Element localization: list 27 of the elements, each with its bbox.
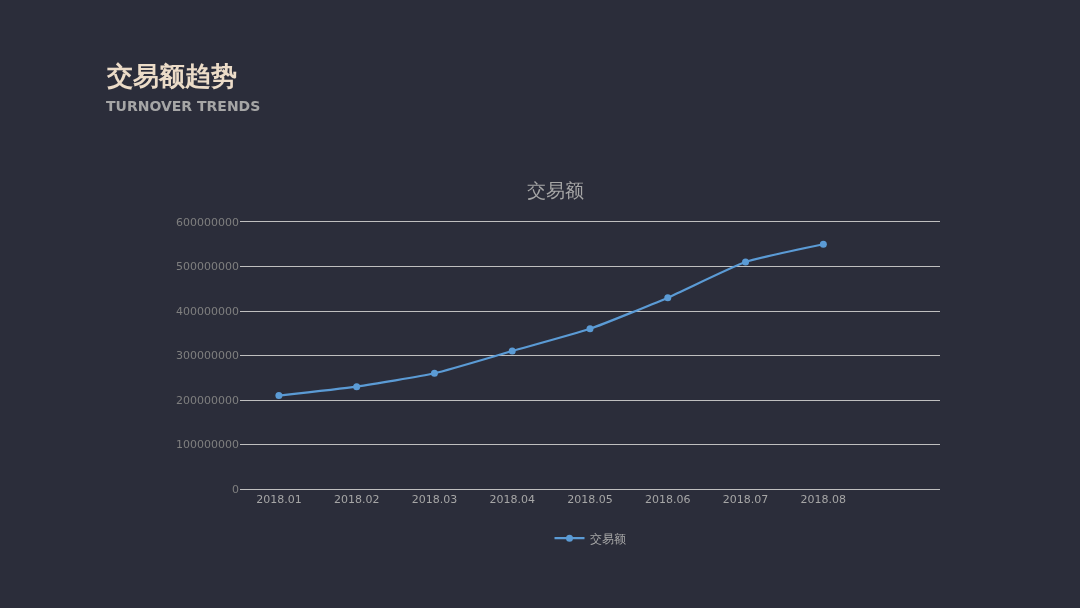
point — [742, 258, 750, 266]
point — [586, 325, 594, 333]
x-tick-label: 2018.03 — [411, 493, 458, 507]
x-tick-label: 2018.08 — [800, 493, 847, 507]
x-tick-label: 2018.02 — [333, 493, 380, 507]
point — [275, 392, 283, 400]
point — [353, 383, 361, 391]
y-tick-label: 500000000 — [176, 260, 239, 274]
point — [819, 240, 827, 248]
x-tick-label: 2018.05 — [567, 493, 613, 507]
point — [664, 294, 672, 302]
x-tick-label: 2018.01 — [256, 493, 302, 507]
y-tick-label: 400000000 — [176, 304, 239, 318]
legend-label: 交易额 — [589, 531, 626, 546]
y-tick-label: 600000000 — [176, 215, 239, 229]
y-tick-label: 0 — [232, 482, 239, 496]
point — [508, 347, 516, 355]
text: TURNOVER TRENDS — [106, 98, 261, 114]
y-tick-label: 300000000 — [176, 349, 239, 363]
x-tick-label: 2018.07 — [722, 493, 769, 507]
y-tick-label: 100000000 — [176, 438, 239, 452]
y-tick-label: 200000000 — [176, 393, 239, 407]
chart-title: 交易额 — [527, 178, 585, 201]
x-tick-label: 2018.06 — [645, 493, 691, 507]
point — [430, 369, 438, 377]
text: 交易额趋势 — [106, 61, 237, 91]
x-tick-label: 2018.04 — [489, 493, 535, 507]
